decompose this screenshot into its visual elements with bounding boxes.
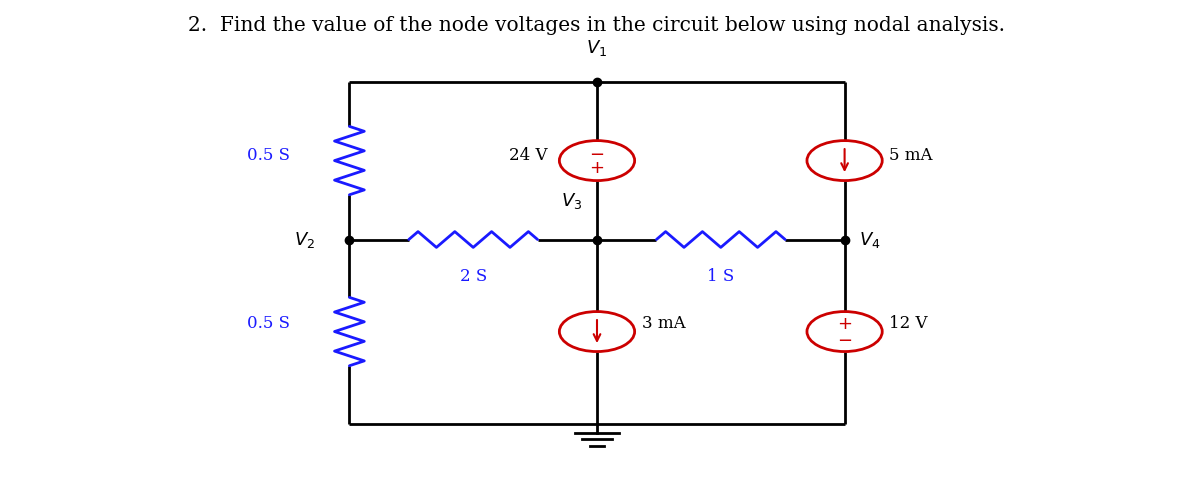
Text: 2 S: 2 S (460, 268, 487, 285)
Text: 3 mA: 3 mA (641, 315, 685, 332)
Text: 0.5 S: 0.5 S (247, 315, 290, 332)
Text: $-$: $-$ (590, 144, 604, 162)
Text: $-$: $-$ (837, 330, 853, 348)
Text: $V_1$: $V_1$ (586, 38, 608, 58)
Text: $+$: $+$ (590, 159, 604, 177)
Text: 1 S: 1 S (707, 268, 734, 285)
Text: $V_3$: $V_3$ (561, 191, 583, 211)
Text: $V_2$: $V_2$ (294, 229, 315, 250)
Text: 24 V: 24 V (509, 147, 548, 164)
Text: 2.  Find the value of the node voltages in the circuit below using nodal analysi: 2. Find the value of the node voltages i… (189, 16, 1005, 35)
Text: $+$: $+$ (837, 315, 853, 333)
Text: $V_4$: $V_4$ (860, 229, 881, 250)
Text: 12 V: 12 V (890, 315, 928, 332)
Text: 0.5 S: 0.5 S (247, 147, 290, 164)
Text: 5 mA: 5 mA (890, 147, 933, 164)
